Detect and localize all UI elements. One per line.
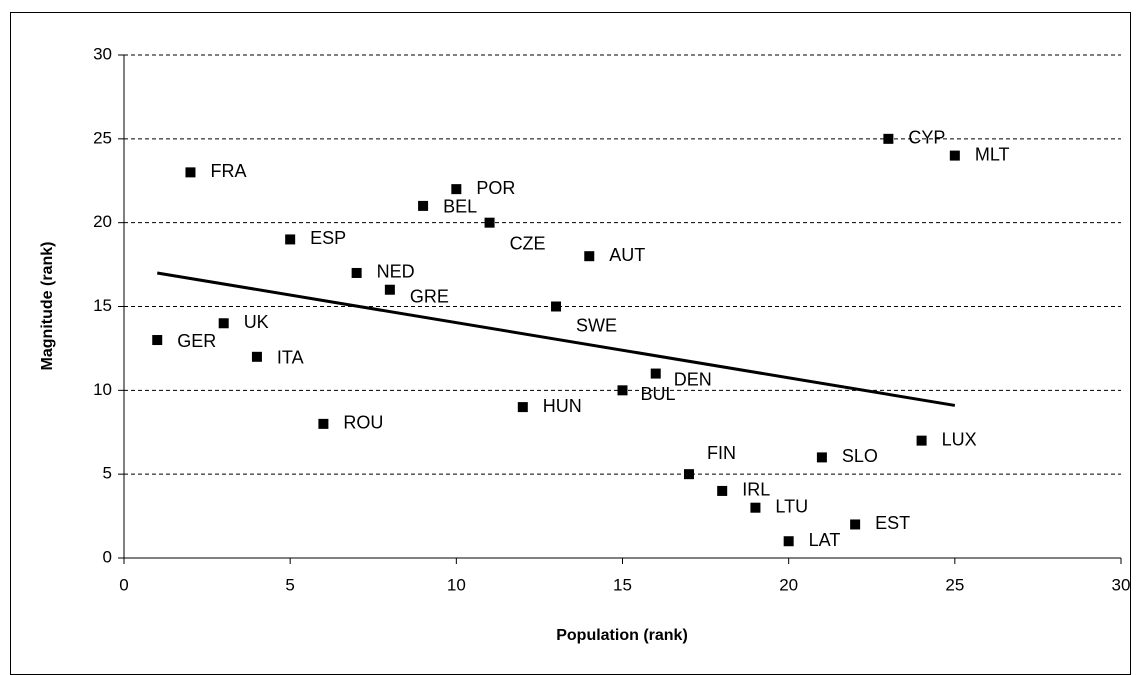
point <box>916 435 927 446</box>
y-tick-label: 30 <box>93 44 112 63</box>
point <box>650 368 661 379</box>
x-tick-label: 20 <box>779 575 798 594</box>
point-label: BUL <box>641 384 676 404</box>
point-label: CYP <box>908 128 945 148</box>
point <box>185 167 196 178</box>
point <box>351 267 362 278</box>
x-tick-label: 5 <box>285 575 294 594</box>
point <box>816 452 827 463</box>
point-label: SWE <box>576 315 617 335</box>
point <box>949 150 960 161</box>
point-label: FIN <box>707 443 736 463</box>
point <box>517 402 528 413</box>
point <box>750 502 761 513</box>
point <box>617 385 628 396</box>
point <box>584 251 595 262</box>
x-tick-label: 15 <box>613 575 632 594</box>
y-tick-label: 15 <box>93 296 112 315</box>
point-label: HUN <box>543 396 582 416</box>
point <box>318 418 329 429</box>
point <box>850 519 861 530</box>
point-label: GRE <box>410 286 449 306</box>
point <box>883 133 894 144</box>
point-label: DEN <box>674 369 712 389</box>
point-label: LUX <box>942 429 977 449</box>
point <box>285 234 296 245</box>
point-label: LTU <box>775 496 808 516</box>
point-label: BEL <box>443 197 477 217</box>
point-label: MLT <box>975 144 1010 164</box>
x-tick-label: 0 <box>119 575 128 594</box>
point <box>717 485 728 496</box>
point <box>418 200 429 211</box>
point-label: ROU <box>343 413 383 433</box>
y-tick-label: 10 <box>93 380 112 399</box>
point-label: ESP <box>310 228 346 248</box>
y-tick-label: 5 <box>103 464 112 483</box>
trend-line <box>156 271 956 407</box>
point-label: UK <box>244 312 269 332</box>
point-label: EST <box>875 513 910 533</box>
y-tick-label: 0 <box>103 547 112 566</box>
y-tick-label: 20 <box>93 212 112 231</box>
point <box>683 469 694 480</box>
x-axis-title: Population (rank) <box>556 627 688 644</box>
point <box>251 351 262 362</box>
point-label: LAT <box>809 530 841 550</box>
point-label: CZE <box>510 233 546 253</box>
point <box>152 335 163 346</box>
x-tick-label: 10 <box>447 575 466 594</box>
point <box>451 184 462 195</box>
x-tick-label: 25 <box>945 575 964 594</box>
point <box>783 536 794 547</box>
point-label: AUT <box>609 245 645 265</box>
point <box>551 301 562 312</box>
y-tick-label: 25 <box>93 128 112 147</box>
point-label: SLO <box>842 446 878 466</box>
y-axis-title: Magnitude (rank) <box>39 242 56 371</box>
point-label: FRA <box>210 161 246 181</box>
point <box>484 217 495 228</box>
point <box>384 284 395 295</box>
point <box>218 318 229 329</box>
point-label: POR <box>476 178 515 198</box>
x-tick-label: 30 <box>1112 575 1131 594</box>
point-label: ITA <box>277 348 304 368</box>
point-label: GER <box>177 331 216 351</box>
point-label: IRL <box>742 480 770 500</box>
point-label: NED <box>377 262 415 282</box>
